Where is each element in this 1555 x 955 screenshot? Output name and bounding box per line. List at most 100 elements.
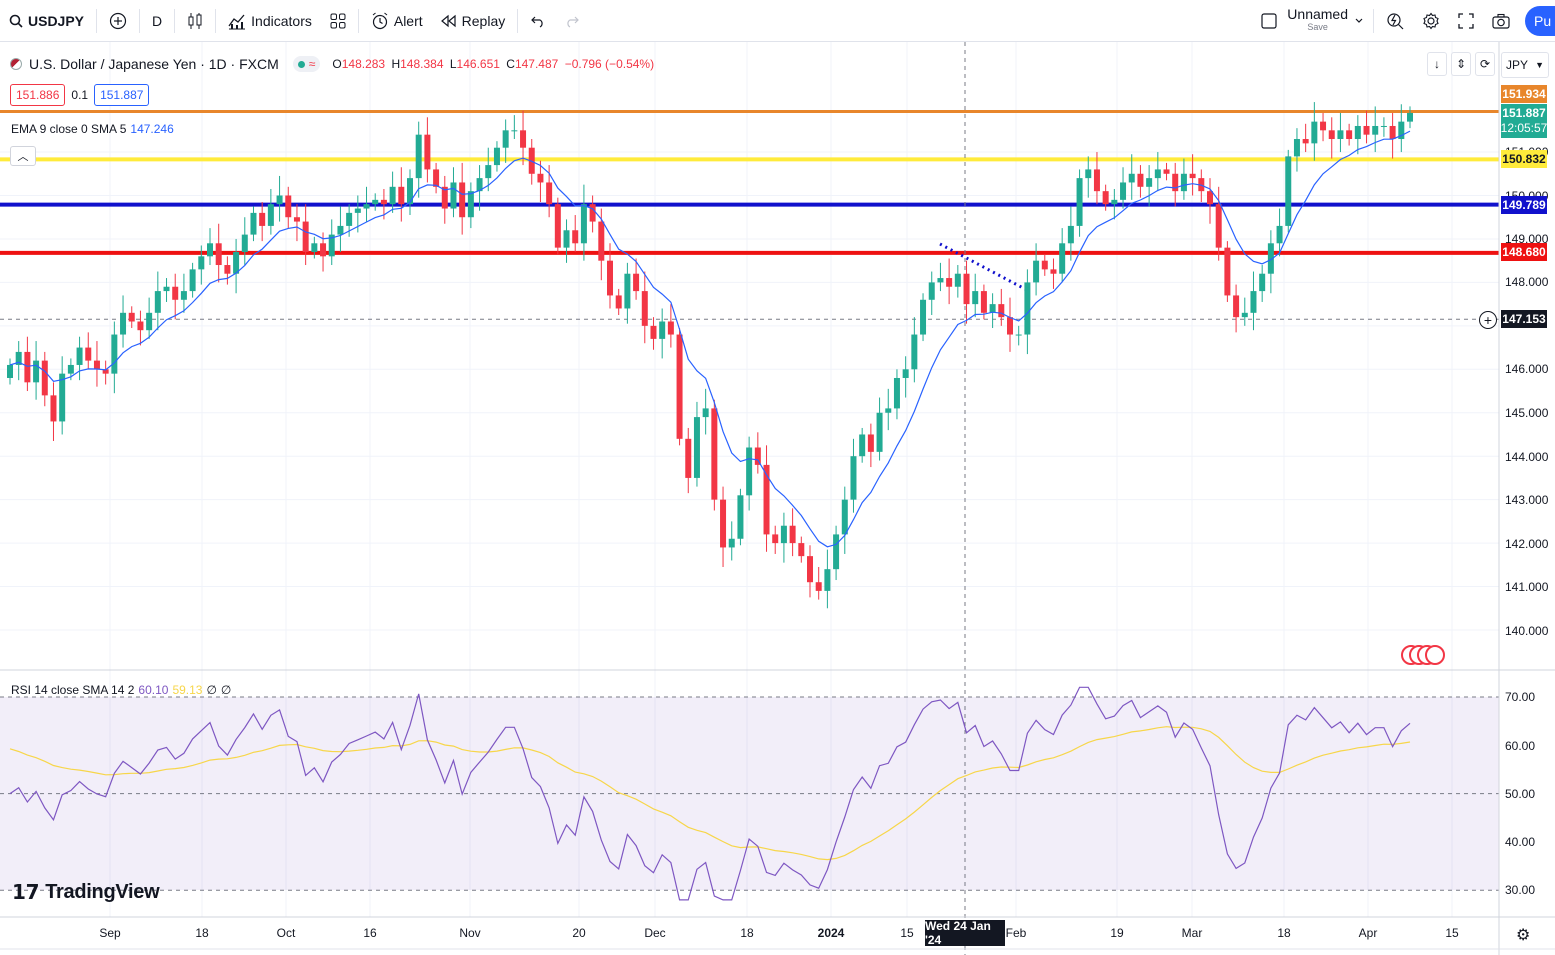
rsi-line: [9, 686, 1411, 901]
rsi-tick: 70.00: [1505, 690, 1536, 704]
candle-body: [1128, 173, 1135, 183]
divider: [96, 8, 98, 33]
search-icon: [9, 14, 23, 28]
chart-settings-gear-icon[interactable]: ⚙: [1516, 927, 1531, 944]
tradingview-logo-icon: 𝟭𝟳: [12, 882, 40, 904]
candle-body: [241, 234, 248, 252]
event-marker-icon[interactable]: [1425, 645, 1445, 665]
candle-body: [346, 212, 353, 226]
time-tick: 19: [1110, 926, 1124, 940]
market-status[interactable]: ≈: [292, 56, 321, 72]
ema-value: 147.246: [130, 122, 174, 136]
candle-body: [859, 434, 866, 457]
price-tick: 148.000: [1505, 275, 1549, 289]
buy-button[interactable]: 151.887: [94, 84, 150, 106]
candle-body: [685, 438, 692, 478]
candle-body: [128, 312, 135, 322]
price-tick: 141.000: [1505, 580, 1549, 594]
layout-menu-button[interactable]: Unnamed Save: [1255, 0, 1370, 42]
approx-icon: ≈: [308, 57, 316, 71]
quick-search-button[interactable]: [1377, 0, 1413, 42]
symbol-search-button[interactable]: USDJPY: [0, 0, 93, 42]
tradingview-watermark[interactable]: 𝟭𝟳 TradingView: [12, 880, 160, 905]
candle-body: [233, 251, 240, 274]
fullscreen-button[interactable]: [1449, 0, 1483, 42]
change-value: −0.796 (−0.54%): [564, 57, 655, 71]
candle-body: [1120, 182, 1127, 200]
time-tick: Apr: [1358, 926, 1378, 940]
chart-canvas[interactable]: [0, 42, 1555, 955]
candle-body: [441, 186, 448, 209]
events-markers[interactable]: [1401, 645, 1445, 665]
candle-body: [137, 321, 144, 331]
collapse-legend-button[interactable]: ︿: [10, 146, 36, 166]
publish-button[interactable]: Pu: [1525, 6, 1555, 36]
candle-body: [50, 395, 57, 422]
scroll-down-button[interactable]: ↓: [1427, 52, 1447, 76]
time-tick: 18: [195, 926, 209, 940]
candle-body: [1093, 169, 1100, 192]
candle-body: [1215, 204, 1222, 248]
candle-body: [1041, 260, 1048, 270]
candle-body: [1267, 243, 1274, 274]
candle-body: [1015, 334, 1022, 336]
candle-body: [737, 495, 744, 539]
candle-body: [146, 312, 153, 331]
candle-body: [1111, 199, 1118, 205]
layout-save-label: Save: [1307, 22, 1328, 32]
candle-body: [711, 408, 718, 500]
candle-body: [33, 360, 40, 383]
candle-body: [276, 195, 283, 205]
plus-circle-icon: [109, 12, 127, 29]
candle-body: [354, 208, 361, 213]
candle-body: [76, 347, 83, 365]
close-key: C: [506, 57, 515, 71]
settings-button[interactable]: [1413, 0, 1449, 42]
indicators-button[interactable]: Indicators: [219, 0, 321, 42]
candle-body: [1137, 173, 1144, 187]
currency-select[interactable]: JPY ▼: [1501, 52, 1549, 78]
candle-body: [1276, 225, 1283, 244]
candle-body: [1059, 243, 1066, 274]
candle-body: [407, 178, 413, 205]
reset-scale-button[interactable]: ⟳: [1475, 52, 1495, 76]
replay-button[interactable]: Replay: [432, 0, 515, 42]
candle-body: [198, 256, 205, 270]
currency-label: JPY: [1506, 58, 1529, 72]
instrument-title[interactable]: U.S. Dollar / Japanese Yen · 1D · FXCM: [29, 56, 279, 72]
candle-body: [963, 273, 970, 305]
rsi-tick: 60.00: [1505, 739, 1536, 753]
candle-body: [337, 225, 344, 235]
candle-body: [1354, 125, 1361, 140]
candle-body: [67, 364, 74, 374]
maximize-pane-button[interactable]: ⇕: [1451, 52, 1471, 76]
rsi-legend[interactable]: RSI 14 close SMA 14 2 60.10 59.13 ∅ ∅: [11, 683, 231, 697]
add-plus-icon[interactable]: +: [1479, 311, 1497, 329]
candle-body: [1328, 130, 1335, 140]
chart-type-button[interactable]: [178, 0, 212, 42]
snapshot-button[interactable]: [1483, 0, 1519, 42]
alert-button[interactable]: Alert: [362, 0, 432, 42]
candle-body: [459, 182, 466, 218]
rewind-icon: [440, 14, 456, 27]
us-flag-icon: [10, 58, 22, 70]
high-key: H: [391, 57, 401, 71]
candle-body: [641, 291, 648, 326]
compare-symbol-button[interactable]: [100, 0, 136, 42]
lightning-search-icon: [1387, 13, 1404, 30]
time-tick: 2024: [817, 926, 845, 940]
divider: [517, 8, 519, 33]
templates-button[interactable]: [321, 0, 355, 42]
candle-body: [59, 373, 66, 422]
candle-body: [424, 134, 431, 170]
time-tick: Dec: [644, 926, 666, 940]
sell-button[interactable]: 151.886: [10, 84, 66, 106]
interval-button[interactable]: D: [143, 0, 171, 42]
ema-legend[interactable]: EMA 9 close 0 SMA 5 147.246: [11, 122, 174, 136]
candle-body: [598, 221, 605, 261]
alert-label: Alert: [393, 12, 423, 29]
redo-button[interactable]: [555, 0, 589, 42]
candle-body: [259, 212, 266, 226]
undo-button[interactable]: [521, 0, 555, 42]
candle-body: [1346, 130, 1353, 140]
